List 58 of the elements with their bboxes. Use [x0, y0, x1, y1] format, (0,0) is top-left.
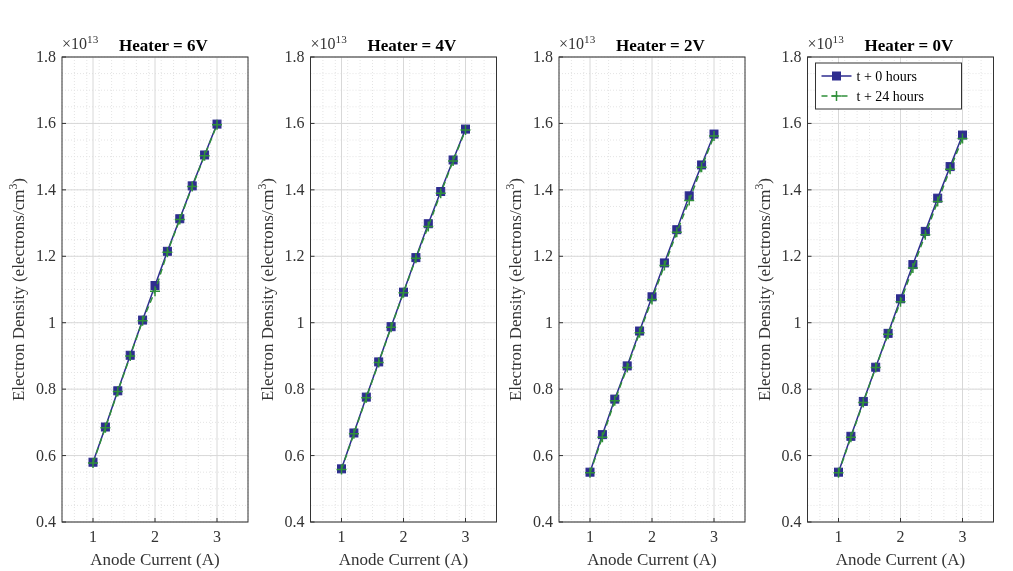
- chart-title: Heater = 0V: [864, 36, 954, 55]
- y-tick-label: 0.8: [36, 380, 56, 398]
- x-tick-label: 1: [89, 528, 97, 545]
- y-tick-label: 0.6: [533, 446, 553, 464]
- y-tick-label: 1: [48, 313, 56, 331]
- x-tick-label: 2: [896, 528, 905, 545]
- y-tick-label: 1.2: [533, 247, 553, 265]
- x-tick-label: 3: [213, 528, 221, 545]
- y-tick-label: 1.4: [781, 180, 802, 198]
- y-tick-label: 1.8: [533, 48, 553, 65]
- y-tick-label: 1.6: [36, 114, 56, 132]
- y-tick-label: 1.2: [284, 247, 305, 265]
- x-tick-label: 1: [586, 528, 594, 545]
- text: ×10$^{13}$: [310, 33, 348, 52]
- y-tick-label: 1.2: [781, 247, 802, 265]
- y-tick-label: 1.8: [36, 48, 56, 65]
- y-tick-label: 0.4: [284, 513, 305, 530]
- y-tick-label: 0.4: [781, 513, 802, 530]
- y-tick-label: 1.8: [781, 48, 802, 65]
- y-tick-label: 0.4: [533, 513, 553, 530]
- chart-title: Heater = 4V: [367, 36, 457, 55]
- y-tick-label: 0.6: [284, 446, 305, 464]
- y-tick-label: 1: [296, 313, 305, 331]
- text: ×10$^{13}$: [62, 33, 99, 52]
- x-axis-title: Anode Current (A): [338, 550, 469, 569]
- x-tick-label: 3: [958, 528, 967, 545]
- y-tick-label: 1: [545, 313, 553, 331]
- y-tick-label: 1.8: [284, 48, 305, 65]
- x-tick-label: 2: [151, 528, 159, 545]
- y-tick-label: 0.6: [781, 446, 802, 464]
- chart-title: Heater = 6V: [119, 36, 209, 55]
- y-tick-label: 0.8: [284, 380, 305, 398]
- x-tick-label: 3: [710, 528, 718, 545]
- x-axis-title: Anode Current (A): [835, 550, 966, 569]
- text: ×10$^{13}$: [559, 33, 596, 52]
- x-axis-title: Anode Current (A): [587, 550, 717, 569]
- y-tick-label: 0.8: [781, 380, 802, 398]
- y-tick-label: 1.2: [36, 247, 56, 265]
- y-tick-label: 0.4: [36, 513, 56, 530]
- text: ×10$^{13}$: [807, 33, 845, 52]
- x-tick-label: 2: [399, 528, 408, 545]
- chart-title: Heater = 2V: [616, 36, 706, 55]
- y-tick-label: 1.6: [284, 114, 305, 132]
- y-tick-label: 0.6: [36, 446, 56, 464]
- legend-label: t + 24 hours: [856, 89, 924, 104]
- x-tick-label: 1: [834, 528, 843, 545]
- y-tick-label: 1: [793, 313, 802, 331]
- x-tick-label: 2: [648, 528, 656, 545]
- y-tick-label: 1.4: [533, 180, 553, 198]
- x-axis-title: Anode Current (A): [90, 550, 220, 569]
- x-tick-label: 3: [461, 528, 470, 545]
- y-tick-label: 1.6: [781, 114, 802, 132]
- y-tick-label: 0.8: [533, 380, 553, 398]
- y-tick-label: 1.4: [36, 180, 56, 198]
- x-tick-label: 1: [337, 528, 346, 545]
- y-tick-label: 1.6: [533, 114, 553, 132]
- legend-label: t + 0 hours: [856, 69, 917, 84]
- y-tick-label: 1.4: [284, 180, 305, 198]
